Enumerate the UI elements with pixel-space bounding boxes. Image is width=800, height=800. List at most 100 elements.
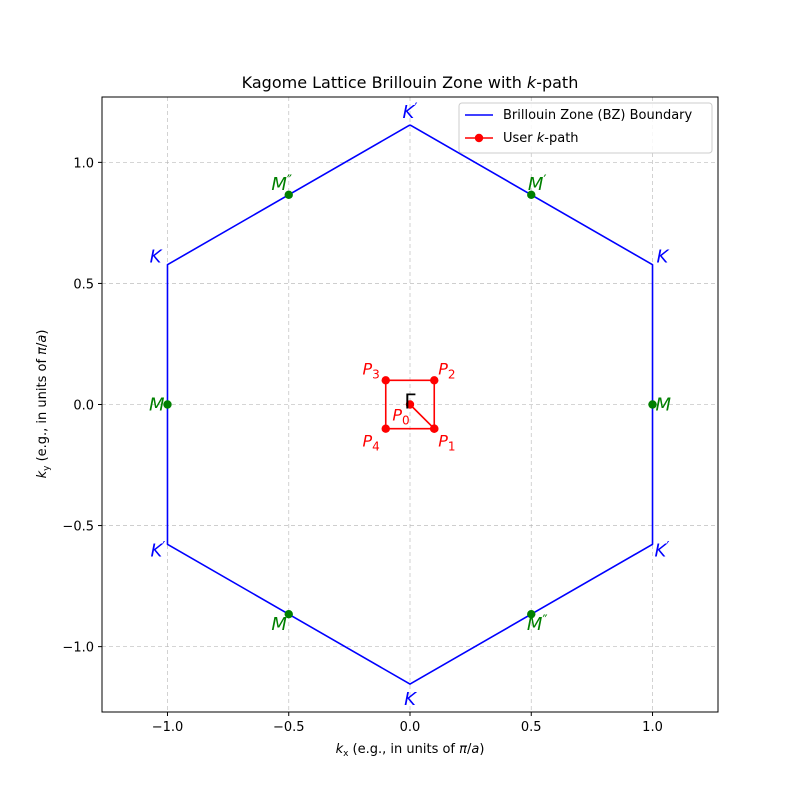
- y-tick-label: 1.0: [73, 156, 94, 171]
- m-point-marker: [648, 400, 657, 409]
- path-point-label: P3: [362, 359, 379, 381]
- high-symmetry-label: M″: [271, 613, 292, 635]
- k-path-point-marker: [381, 376, 390, 385]
- axis-label-symbol: a: [35, 335, 50, 343]
- k-path-point-marker: [381, 424, 390, 433]
- k-path-point-marker: [405, 400, 415, 409]
- bz-boundary-line: [166, 124, 654, 685]
- axis-label-text: (e.g., in units of: [35, 355, 50, 466]
- path-point-label: P4: [362, 432, 379, 454]
- high-symmetry-label: K: [150, 247, 163, 268]
- axis-label-symbol: π: [35, 347, 50, 355]
- axis-label-symbol: k: [336, 742, 344, 757]
- legend-label-bz: Brillouin Zone (BZ) Boundary: [503, 108, 693, 123]
- path-point-subscript: 1: [448, 440, 456, 454]
- high-symmetry-prime: ′: [162, 539, 165, 555]
- high-symmetry-prime: ′: [414, 101, 417, 117]
- path-point-subscript: 3: [372, 367, 380, 381]
- x-tick-label: −1.0: [152, 720, 184, 735]
- k-path-point-marker: [430, 424, 439, 433]
- axis-label-text: /: [35, 342, 50, 347]
- axis-label-symbol: π: [459, 742, 467, 757]
- m-point-marker: [527, 190, 536, 200]
- high-symmetry-letter: M: [656, 395, 672, 416]
- x-tick-label: 0.0: [400, 720, 421, 735]
- x-tick-label: 0.5: [521, 720, 542, 735]
- title-part: -path: [536, 73, 578, 92]
- axis-label-text: ): [35, 330, 50, 335]
- y-tick-label: −1.0: [62, 641, 94, 656]
- legend: Brillouin Zone (BZ) Boundary User k-path: [458, 102, 713, 154]
- y-tick-label: −0.5: [62, 520, 94, 535]
- m-point-marker: [284, 190, 293, 200]
- axis-label-text: (e.g., in units of: [348, 742, 459, 757]
- x-tick-label: 1.0: [642, 720, 663, 735]
- m-point-marker: [163, 400, 172, 409]
- legend-label-kpath: User k-path: [503, 131, 579, 146]
- k-path-line: [384, 379, 436, 430]
- high-symmetry-letter: M: [271, 614, 287, 635]
- y-axis-label: ky (e.g., in units of π/a): [35, 330, 52, 479]
- path-point-letter: P: [392, 406, 402, 425]
- x-tick-label: −0.5: [273, 720, 305, 735]
- axis-label-symbol: a: [471, 742, 479, 757]
- y-tick-label: 0.0: [73, 399, 94, 414]
- path-point-label: P1: [438, 432, 455, 454]
- legend-box: [458, 102, 713, 154]
- path-point-subscript: 4: [372, 440, 380, 454]
- high-symmetry-letter: K: [655, 540, 668, 561]
- high-symmetry-prime: ″: [542, 613, 547, 629]
- axis-label-subscript: y: [42, 465, 52, 471]
- high-symmetry-label: K′: [150, 539, 165, 561]
- high-symmetry-label: K: [657, 247, 670, 268]
- high-symmetry-label: K′: [655, 539, 670, 561]
- series-layer: [163, 124, 657, 685]
- high-symmetry-label: M′: [528, 173, 547, 195]
- axis-label-symbol: k: [35, 470, 50, 478]
- high-symmetry-letter: K: [403, 102, 416, 123]
- high-symmetry-prime: ′: [543, 173, 546, 189]
- high-symmetry-label: M: [149, 395, 165, 416]
- axis-label-text: /: [467, 742, 472, 757]
- high-symmetry-letter: M: [271, 174, 287, 195]
- path-point-subscript: 2: [448, 367, 456, 381]
- gamma-label: Γ: [404, 390, 416, 414]
- m-point-marker: [284, 609, 293, 619]
- high-symmetry-letter: M: [527, 614, 543, 635]
- high-symmetry-label: M″: [271, 173, 292, 195]
- x-axis-label: kx (e.g., in units of π/a): [336, 742, 485, 759]
- high-symmetry-label: K′: [403, 101, 418, 123]
- grid: [102, 97, 718, 712]
- path-point-letter: P: [362, 359, 372, 378]
- high-symmetry-label: M″: [527, 613, 548, 635]
- axis-label-subscript: x: [343, 749, 349, 759]
- high-symmetry-letter: K: [404, 689, 417, 710]
- high-symmetry-letter: K: [150, 247, 163, 268]
- high-symmetry-prime: ′: [666, 539, 669, 555]
- path-point-label: P0: [392, 406, 409, 428]
- axes: −1.0 −0.5 0.0 0.5 1.0 −1.0 −0.5 0.0 0.5 1.0: [62, 156, 662, 735]
- legend-text-part: User: [503, 131, 537, 146]
- legend-text-italic: k: [537, 131, 545, 146]
- high-symmetry-letter: K: [657, 247, 670, 268]
- high-symmetry-letter: K: [150, 540, 163, 561]
- y-tick-label: 0.5: [73, 277, 94, 292]
- legend-marker-kpath: [474, 133, 484, 143]
- legend-text-part: -path: [544, 131, 578, 146]
- path-point-label: P2: [438, 359, 455, 381]
- axis-label-text: ): [479, 742, 484, 757]
- high-symmetry-prime: ″: [287, 613, 292, 629]
- high-symmetry-label: K: [404, 689, 417, 710]
- k-path-point-marker: [430, 376, 439, 385]
- high-symmetry-letter: M: [149, 395, 165, 416]
- path-point-subscript: 0: [402, 414, 410, 428]
- high-symmetry-letter: M: [528, 174, 544, 195]
- path-point-letter: P: [438, 359, 448, 378]
- high-symmetry-prime: ″: [287, 173, 292, 189]
- high-symmetry-label: M: [656, 395, 672, 416]
- title-part-italic: k: [527, 73, 537, 92]
- path-point-letter: P: [438, 432, 448, 451]
- title-part: Kagome Lattice Brillouin Zone with: [242, 73, 527, 92]
